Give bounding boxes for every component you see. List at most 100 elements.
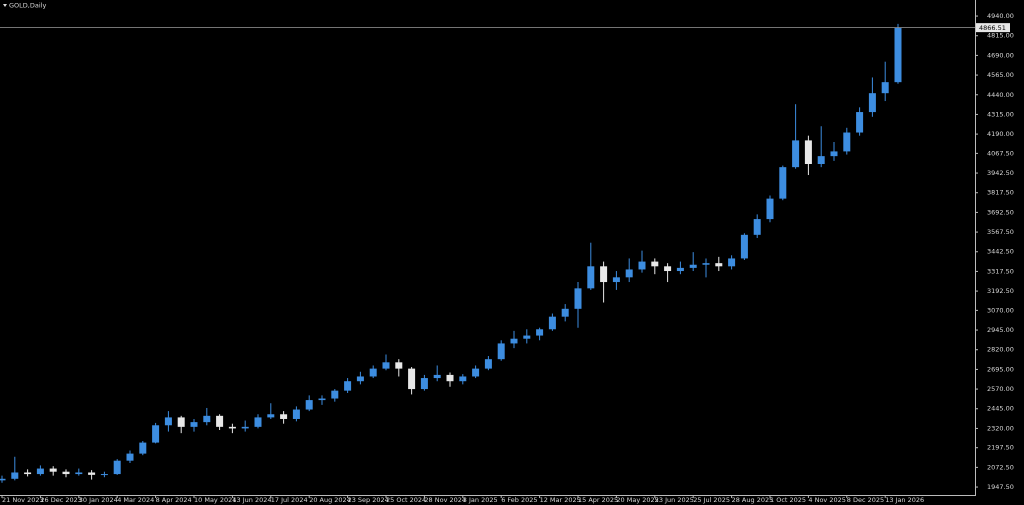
candle-body — [267, 414, 275, 418]
x-tick-label: 8 Dec 2025 — [847, 496, 884, 504]
candle-body — [548, 316, 556, 330]
candle-body — [446, 374, 454, 382]
y-tick-label: 2197.50 — [987, 444, 1014, 452]
candle-body — [228, 426, 236, 429]
candle-body — [510, 338, 518, 344]
y-tick-label: 2570.00 — [987, 385, 1014, 393]
candle-body — [382, 362, 390, 369]
x-tick-label: 25 Oct 2024 — [386, 496, 426, 504]
candle-body — [433, 374, 441, 379]
candle-body — [753, 219, 761, 235]
candle-body — [651, 261, 659, 267]
y-tick-label: 3942.50 — [987, 169, 1014, 177]
candle-body — [331, 390, 339, 399]
candle-body — [241, 426, 249, 429]
current-price-label: 4866.51 — [979, 24, 1006, 32]
candle-body — [254, 417, 262, 427]
candle-body — [856, 112, 864, 133]
candle-body — [804, 140, 812, 165]
x-tick-label: 6 Feb 2025 — [501, 496, 537, 504]
candle-body — [113, 460, 121, 475]
y-tick-label: 4067.50 — [987, 149, 1014, 157]
candle-body — [280, 414, 288, 419]
y-tick-label: 3317.50 — [987, 267, 1014, 275]
x-tick-label: 15 Apr 2025 — [578, 496, 618, 504]
x-tick-label: 26 Dec 2023 — [40, 496, 82, 504]
candle-body — [625, 269, 633, 278]
candle-body — [139, 442, 147, 454]
y-tick-label: 3692.50 — [987, 208, 1014, 216]
y-tick-label: 2320.00 — [987, 424, 1014, 432]
candle-body — [638, 261, 646, 270]
candle-body — [497, 343, 505, 360]
y-tick-label: 4690.00 — [987, 51, 1014, 59]
candle-body — [817, 156, 825, 165]
candle-body — [766, 198, 774, 220]
candle-body — [216, 415, 224, 427]
y-tick-label: 3070.00 — [987, 306, 1014, 314]
candle-body — [881, 82, 889, 94]
candle-body — [702, 263, 710, 265]
x-tick-label: 30 Jan 2024 — [79, 496, 118, 504]
candle-body — [203, 415, 211, 423]
y-tick-label: 3567.50 — [987, 228, 1014, 236]
y-tick-label: 4815.00 — [987, 32, 1014, 40]
candle-body — [369, 368, 377, 377]
candle-body — [830, 151, 838, 157]
candle-body — [715, 263, 723, 267]
y-tick-label: 4440.00 — [987, 91, 1014, 99]
candle-body — [600, 266, 608, 283]
y-tick-label: 4565.00 — [987, 71, 1014, 79]
x-tick-label: 28 Aug 2025 — [732, 496, 774, 504]
candle-body — [75, 472, 83, 475]
x-tick-label: 23 Jun 2025 — [655, 496, 694, 504]
x-tick-label: 28 Nov 2024 — [424, 496, 466, 504]
candle-body — [88, 472, 96, 475]
candle-body — [523, 335, 531, 339]
y-tick-label: 2945.00 — [987, 326, 1014, 334]
candle-body — [664, 266, 672, 272]
candle-body — [484, 359, 492, 369]
candle-body — [344, 381, 352, 391]
candle-body — [318, 398, 326, 401]
candle-body — [305, 400, 313, 410]
y-tick-label: 4940.00 — [987, 12, 1014, 20]
y-tick-label: 3192.50 — [987, 287, 1014, 295]
x-tick-label: 13 Jun 2024 — [232, 496, 271, 504]
candle-body — [49, 468, 57, 472]
candle-body — [62, 471, 70, 475]
candle-body — [408, 368, 416, 390]
candle-body — [152, 425, 160, 443]
x-tick-label: 8 Apr 2024 — [156, 496, 192, 504]
candle-body — [126, 453, 134, 461]
candle-body — [676, 267, 684, 272]
x-tick-label: 4 Nov 2025 — [808, 496, 846, 504]
candle-body — [574, 288, 582, 309]
x-tick-label: 3 Jan 2025 — [463, 496, 498, 504]
candle-body — [24, 472, 32, 475]
candle-body — [395, 362, 403, 369]
candle-body — [100, 474, 108, 476]
current-price-box — [976, 23, 1010, 33]
candle-body — [587, 266, 595, 289]
candle-body — [894, 27, 902, 83]
x-tick-label: 12 Mar 2025 — [540, 496, 581, 504]
candle-body — [561, 308, 569, 317]
candle-body — [459, 376, 467, 382]
candle-body — [356, 376, 364, 382]
candle-body — [740, 234, 748, 259]
x-tick-label: 20 Aug 2024 — [309, 496, 351, 504]
candle-body — [177, 417, 185, 427]
candle-body — [868, 93, 876, 113]
y-tick-label: 2820.00 — [987, 346, 1014, 354]
candle-body — [779, 167, 787, 199]
candle-body — [792, 140, 800, 168]
y-tick-label: 3817.50 — [987, 189, 1014, 197]
y-tick-label: 2445.00 — [987, 405, 1014, 413]
x-tick-label: 25 Jul 2025 — [693, 496, 730, 504]
x-tick-label: 21 Nov 2023 — [2, 496, 44, 504]
menu-triangle[interactable] — [3, 4, 7, 7]
candle-body — [420, 378, 428, 390]
candle-body — [190, 422, 198, 427]
